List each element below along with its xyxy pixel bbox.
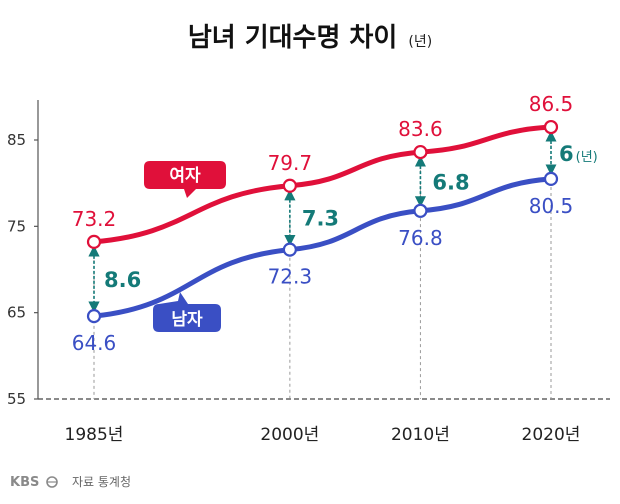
data-points-layer [86, 119, 559, 324]
data-label-male: 72.3 [268, 265, 313, 289]
chart-title: 남녀 기대수명 차이 [188, 23, 397, 53]
data-label-male: 80.5 [529, 194, 574, 218]
series-tag-female-bg [144, 161, 226, 198]
x-tick-label: 2010년 [391, 425, 450, 445]
gap-label: 6.8 [432, 170, 469, 194]
x-tick-label: 2020년 [522, 425, 581, 445]
data-label-male: 76.8 [398, 226, 443, 250]
series-tag-male-label: 남자 [171, 310, 203, 330]
y-tick-label: 75 [7, 217, 26, 235]
series-tag-female: 여자 [144, 161, 226, 198]
data-point-male [86, 309, 102, 324]
footer-source: 자료 통계청 [72, 475, 131, 489]
data-label-female: 86.5 [529, 92, 574, 116]
gap-label: 8.6 [104, 268, 141, 292]
y-tick-label: 65 [7, 304, 26, 322]
data-label-male: 64.6 [72, 331, 117, 355]
grid-layer: 85 75 65 55 1985년 2000년 2010년 2020년 [7, 100, 610, 445]
x-tick-label: 2000년 [260, 425, 319, 445]
series-tag-female-label: 여자 [169, 166, 201, 186]
y-tick-label: 85 [7, 131, 26, 149]
footer-logo: KBS [10, 475, 39, 490]
data-point-male [282, 242, 297, 257]
chart-title-group: 남녀 기대수명 차이 (년) [188, 23, 432, 53]
gap-label: 7.3 [302, 207, 339, 231]
data-point-female [543, 119, 559, 135]
data-point-male [413, 203, 428, 218]
chart-unit: (년) [408, 34, 432, 50]
x-tick-label: 1985년 [65, 425, 124, 445]
data-label-female: 73.2 [72, 207, 117, 231]
data-labels-layer: 73.2 79.7 83.6 86.5 64.6 72.3 76.8 80.5 [72, 92, 574, 355]
data-label-female: 83.6 [398, 117, 443, 141]
series-line-female [91, 124, 554, 245]
series-tag-male-bg [153, 292, 221, 332]
data-point-male [543, 171, 559, 186]
series-tag-male: 남자 [153, 292, 221, 332]
gap-label: 6 (년) [559, 142, 598, 166]
series-lines-layer [91, 124, 554, 319]
kbs-logo-mark [46, 476, 58, 488]
data-point-female [282, 178, 297, 193]
series-line-male [91, 176, 554, 319]
data-point-female [413, 144, 428, 160]
data-label-female: 79.7 [268, 151, 313, 175]
y-tick-label: 55 [7, 390, 26, 408]
data-point-female [86, 234, 102, 249]
gap-arrows-layer: 8.6 7.3 6.8 6 (년) [88, 130, 598, 313]
